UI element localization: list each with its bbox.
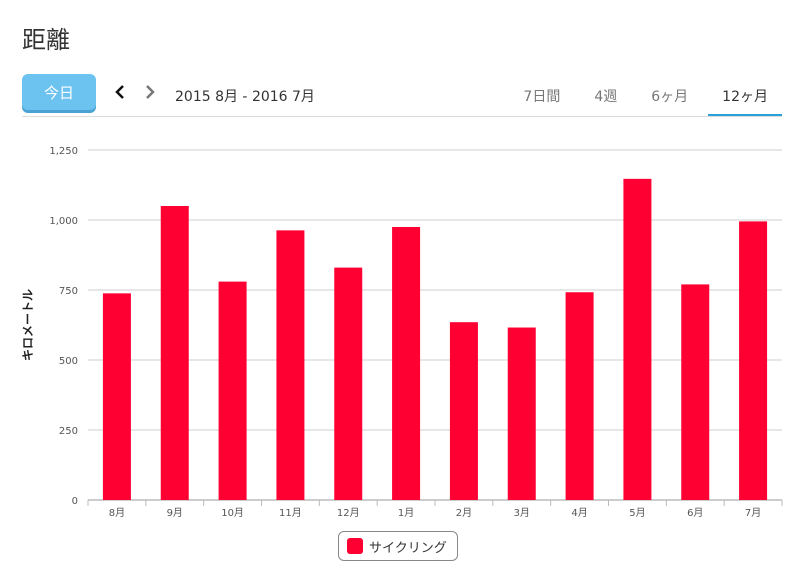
chart-legend[interactable]: サイクリング [338,531,458,561]
tab-4-weeks[interactable]: 4週 [594,89,618,105]
legend-label: サイクリング [369,540,447,556]
y-tick-label: 0 [72,496,78,507]
bar-8 [507,327,536,500]
x-tick-label: 12月 [337,507,360,519]
today-button[interactable]: 今日 [22,74,96,110]
y-tick-label: 1,250 [49,146,78,157]
x-tick-label: 1月 [398,507,414,519]
bar-3 [218,281,247,500]
distance-bar-chart: 0 250 500 750 1,000 1,250 キロメートル 8月 9月 10月 11月 12月 1… [21,146,783,519]
tab-7-days[interactable]: 7日間 [523,89,561,105]
bar-5 [334,267,363,500]
bar-2 [160,206,189,500]
chevron-right-icon [146,85,155,99]
page-title: 距離 [22,26,70,54]
x-tick-label: 5月 [629,507,645,519]
x-tick-label: 4月 [571,507,587,519]
x-tick-label: 10月 [221,507,244,519]
x-tick-label: 8月 [109,507,125,519]
x-tick-label: 7月 [745,507,761,519]
period-tabs: 7日間 4週 6ヶ月 12ヶ月 [503,74,782,116]
chevron-left-icon [115,85,124,99]
next-period-button[interactable] [140,80,160,104]
x-tick-label: 11月 [279,507,302,519]
date-toolbar: 今日 2015 8月 - 2016 7月 7日間 4週 6ヶ月 12ヶ月 [22,74,782,117]
x-tick-label: 3月 [514,507,530,519]
y-tick-label: 250 [59,426,78,437]
bar-10 [623,178,652,500]
x-tick-label: 6月 [687,507,703,519]
tab-12-months[interactable]: 12ヶ月 [708,74,782,116]
x-tick-label: 9月 [167,507,183,519]
bar-1 [102,293,131,500]
y-axis-title: キロメートル [21,289,35,361]
bar-12 [739,221,768,500]
x-tick-label: 2月 [456,507,472,519]
bar-9 [565,292,594,500]
bar-6 [392,227,421,500]
y-tick-label: 1,000 [49,216,78,227]
bar-4 [276,230,305,501]
bar-11 [681,284,710,500]
tab-6-months[interactable]: 6ヶ月 [651,89,689,105]
bar-7 [449,322,478,500]
y-tick-label: 750 [59,286,78,297]
y-tick-label: 500 [59,356,78,367]
legend-swatch [347,538,363,554]
previous-period-button[interactable] [110,80,130,104]
date-range-label: 2015 8月 - 2016 7月 [175,89,315,105]
